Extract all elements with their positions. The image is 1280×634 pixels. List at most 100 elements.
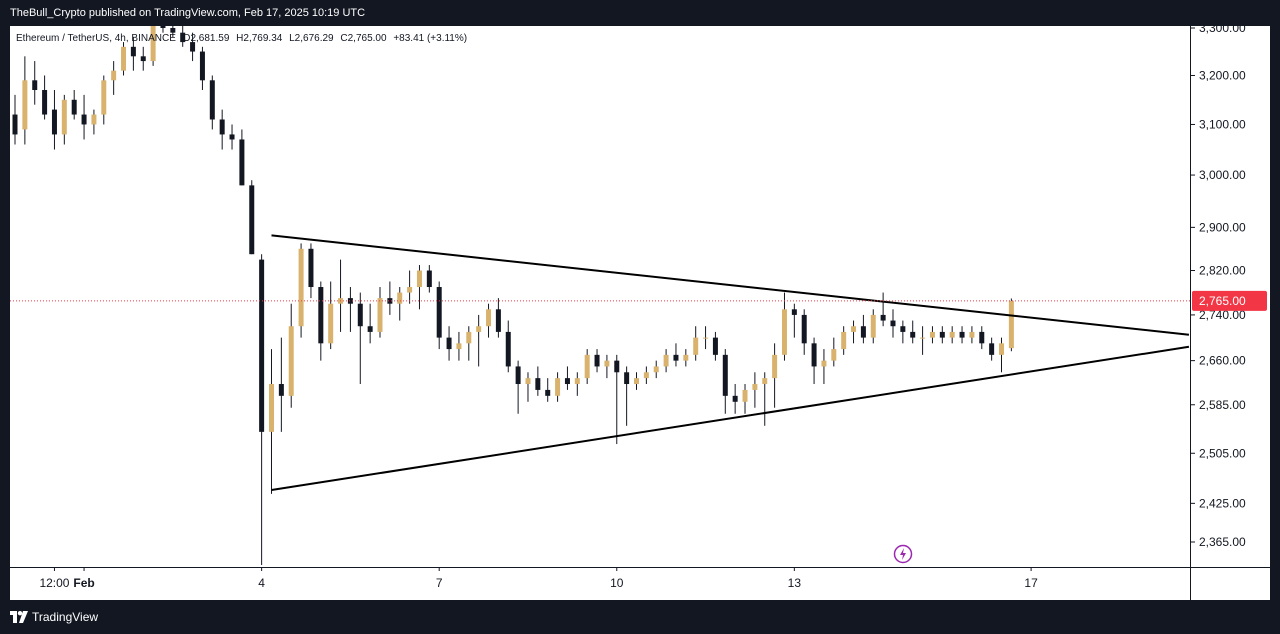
- candle-down[interactable]: [515, 366, 521, 385]
- candle-up[interactable]: [781, 309, 787, 355]
- candle-down[interactable]: [32, 80, 38, 91]
- candle-down[interactable]: [249, 185, 255, 255]
- candle-up[interactable]: [920, 337, 926, 339]
- candle-up[interactable]: [121, 46, 127, 71]
- candle-down[interactable]: [712, 337, 718, 355]
- candle-up[interactable]: [693, 337, 699, 355]
- candle-down[interactable]: [12, 114, 18, 135]
- candle-up[interactable]: [703, 337, 709, 339]
- candle-down[interactable]: [564, 378, 570, 385]
- candle-down[interactable]: [130, 46, 136, 57]
- candle-down[interactable]: [209, 80, 215, 120]
- candle-up[interactable]: [328, 303, 334, 344]
- candle-down[interactable]: [308, 248, 314, 288]
- candle-up[interactable]: [476, 326, 482, 332]
- candle-down[interactable]: [51, 109, 57, 135]
- candle-down[interactable]: [426, 270, 432, 288]
- candle-up[interactable]: [969, 331, 975, 338]
- candle-up[interactable]: [466, 331, 472, 344]
- candle-down[interactable]: [624, 372, 630, 385]
- candle-up[interactable]: [416, 270, 422, 288]
- candle-up[interactable]: [61, 99, 67, 135]
- candle-down[interactable]: [259, 259, 265, 432]
- candle-down[interactable]: [890, 320, 896, 327]
- candle-down[interactable]: [278, 384, 284, 396]
- candle-up[interactable]: [555, 378, 561, 396]
- candle-down[interactable]: [989, 343, 995, 355]
- candle-up[interactable]: [288, 326, 294, 396]
- candle-up[interactable]: [742, 389, 748, 402]
- candle-down[interactable]: [81, 114, 87, 125]
- candle-down[interactable]: [811, 343, 817, 367]
- candle-up[interactable]: [870, 314, 876, 338]
- candle-up[interactable]: [298, 248, 304, 327]
- candle-down[interactable]: [367, 326, 373, 332]
- candle-up[interactable]: [525, 378, 531, 385]
- candle-down[interactable]: [900, 326, 906, 332]
- candle-up[interactable]: [772, 354, 778, 379]
- candle-up[interactable]: [752, 384, 758, 390]
- candle-up[interactable]: [841, 331, 847, 350]
- candle-down[interactable]: [140, 56, 146, 62]
- candle-down[interactable]: [545, 389, 551, 396]
- candle-up[interactable]: [456, 343, 462, 350]
- candle-down[interactable]: [318, 287, 324, 344]
- candle-up[interactable]: [663, 354, 669, 367]
- trendline-lower[interactable]: [271, 345, 1190, 492]
- candle-up[interactable]: [268, 384, 274, 432]
- candle-up[interactable]: [377, 298, 383, 332]
- candle-up[interactable]: [604, 360, 610, 367]
- candle-up[interactable]: [831, 349, 837, 361]
- candle-up[interactable]: [999, 343, 1005, 355]
- candle-up[interactable]: [486, 309, 492, 327]
- candle-up[interactable]: [929, 331, 935, 338]
- candle-down[interactable]: [979, 331, 985, 344]
- candle-up[interactable]: [574, 378, 580, 385]
- candle-down[interactable]: [939, 331, 945, 338]
- candle-down[interactable]: [239, 139, 245, 186]
- lightning-icon[interactable]: [893, 544, 913, 564]
- candle-up[interactable]: [762, 378, 768, 385]
- candle-down[interactable]: [959, 331, 965, 338]
- candle-down[interactable]: [535, 378, 541, 390]
- candle-down[interactable]: [614, 360, 620, 373]
- candle-down[interactable]: [880, 314, 886, 321]
- candle-down[interactable]: [42, 90, 48, 115]
- candle-down[interactable]: [199, 51, 205, 81]
- candle-down[interactable]: [387, 298, 393, 304]
- candle-down[interactable]: [436, 287, 442, 338]
- candle-down[interactable]: [722, 354, 728, 396]
- candle-down[interactable]: [505, 331, 511, 367]
- candle-down[interactable]: [910, 331, 916, 338]
- candle-up[interactable]: [407, 287, 413, 293]
- candle-down[interactable]: [71, 99, 77, 115]
- candle-up[interactable]: [634, 378, 639, 385]
- candle-up[interactable]: [111, 70, 117, 81]
- candle-up[interactable]: [397, 292, 403, 304]
- candle-up[interactable]: [1008, 300, 1014, 349]
- candle-down[interactable]: [860, 326, 866, 338]
- candle-down[interactable]: [347, 298, 353, 304]
- candle-down[interactable]: [732, 395, 738, 402]
- tradingview-logo[interactable]: TradingView: [10, 610, 98, 624]
- candle-up[interactable]: [584, 354, 590, 379]
- candle-down[interactable]: [219, 119, 225, 135]
- candle-down[interactable]: [673, 354, 679, 361]
- candle-up[interactable]: [851, 326, 857, 332]
- candle-down[interactable]: [190, 42, 196, 52]
- candle-up[interactable]: [821, 360, 827, 367]
- candle-up[interactable]: [91, 114, 97, 125]
- candlestick-chart[interactable]: 3,300.00 3,200.00 3,100.00 3,000.00 2,900.00…: [10, 26, 1270, 600]
- trendline-upper[interactable]: [271, 234, 1190, 336]
- candle-up[interactable]: [683, 354, 689, 361]
- candle-up[interactable]: [22, 80, 28, 130]
- candle-down[interactable]: [357, 303, 363, 327]
- candle-up[interactable]: [643, 372, 649, 379]
- candle-down[interactable]: [801, 314, 807, 344]
- candle-up[interactable]: [949, 331, 955, 338]
- chart-area[interactable]: 3,300.00 3,200.00 3,100.00 3,000.00 2,900.00…: [10, 26, 1270, 600]
- candle-down[interactable]: [160, 26, 166, 28]
- candle-up[interactable]: [101, 80, 107, 115]
- candle-down[interactable]: [446, 337, 452, 350]
- candle-up[interactable]: [150, 26, 156, 62]
